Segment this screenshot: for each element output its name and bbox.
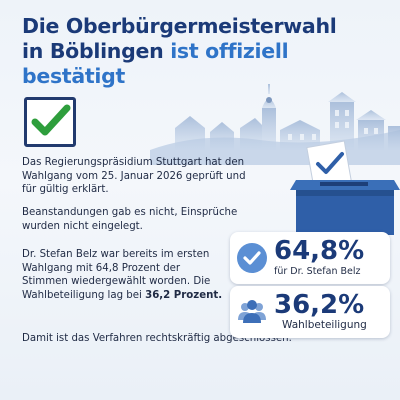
paragraph-no-objections: Beanstandungen gab es nicht, Einsprüche … xyxy=(22,207,238,232)
check-box-icon xyxy=(24,97,76,147)
stat-value-turnout: 36,2% xyxy=(274,290,365,320)
stat-label-turnout: Wahlbeteiligung xyxy=(282,319,367,331)
green-checkmark-icon xyxy=(31,104,71,136)
headline-line-1: Die Oberbürgermeisterwahl xyxy=(22,14,337,38)
check-circle-icon xyxy=(237,243,267,273)
paragraph-result-text: Dr. Stefan Belz war bereits im ersten Wa… xyxy=(22,249,211,301)
headline-line-2: in Böblingen ist offiziell bestätigt xyxy=(22,39,382,89)
paragraph-conclusion: Damit ist das Verfahren rechtskräftig ab… xyxy=(22,333,292,344)
ballot-box-icon xyxy=(290,140,400,235)
stat-card-vote-share: 64,8% für Dr. Stefan Belz xyxy=(230,232,390,284)
people-icon xyxy=(238,300,266,323)
headline-line-2-plain: in Böblingen xyxy=(22,39,171,63)
headline: Die Oberbürgermeisterwahl in Böblingen i… xyxy=(22,14,382,89)
stat-card-turnout: 36,2% Wahlbeteiligung xyxy=(230,286,390,338)
headline-line-2-accent: ist offiziell bestätigt xyxy=(22,39,289,88)
paragraph-verification: Das Regierungspräsidium Stuttgart hat de… xyxy=(22,157,246,196)
stat-label-vote-share: für Dr. Stefan Belz xyxy=(274,266,361,277)
paragraph-result-turnout: 36,2 Prozent. xyxy=(145,289,223,301)
stat-value-vote-share: 64,8% xyxy=(274,236,365,266)
paragraph-result: Dr. Stefan Belz war bereits im ersten Wa… xyxy=(22,248,227,302)
